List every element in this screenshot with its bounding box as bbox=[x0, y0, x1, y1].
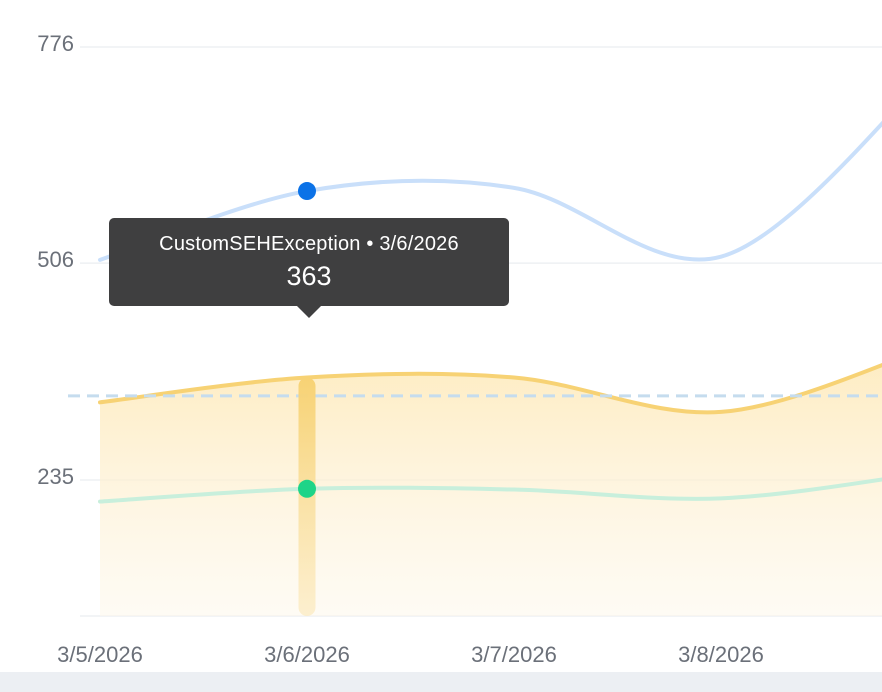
y-tick-label: 506 bbox=[37, 247, 74, 272]
tooltip-arrow bbox=[297, 306, 321, 318]
series-line bbox=[98, 120, 882, 262]
y-tick-label: 235 bbox=[37, 464, 74, 489]
x-tick-label: 3/8/2026 bbox=[678, 642, 764, 667]
x-tick-label: 3/6/2026 bbox=[264, 642, 350, 667]
scrollbar-track bbox=[0, 672, 882, 692]
x-tick-label: 3/5/2026 bbox=[57, 642, 143, 667]
series-point-marker bbox=[298, 182, 316, 201]
x-tick-label: 3/7/2026 bbox=[471, 642, 557, 667]
tooltip: CustomSEHException • 3/6/2026 363 bbox=[109, 218, 509, 318]
series-point-marker bbox=[298, 479, 316, 498]
tooltip-value: 363 bbox=[286, 261, 332, 291]
series-line bbox=[98, 477, 882, 504]
y-tick-label: 776 bbox=[37, 31, 74, 56]
tooltip-title: CustomSEHException • 3/6/2026 bbox=[159, 233, 459, 255]
